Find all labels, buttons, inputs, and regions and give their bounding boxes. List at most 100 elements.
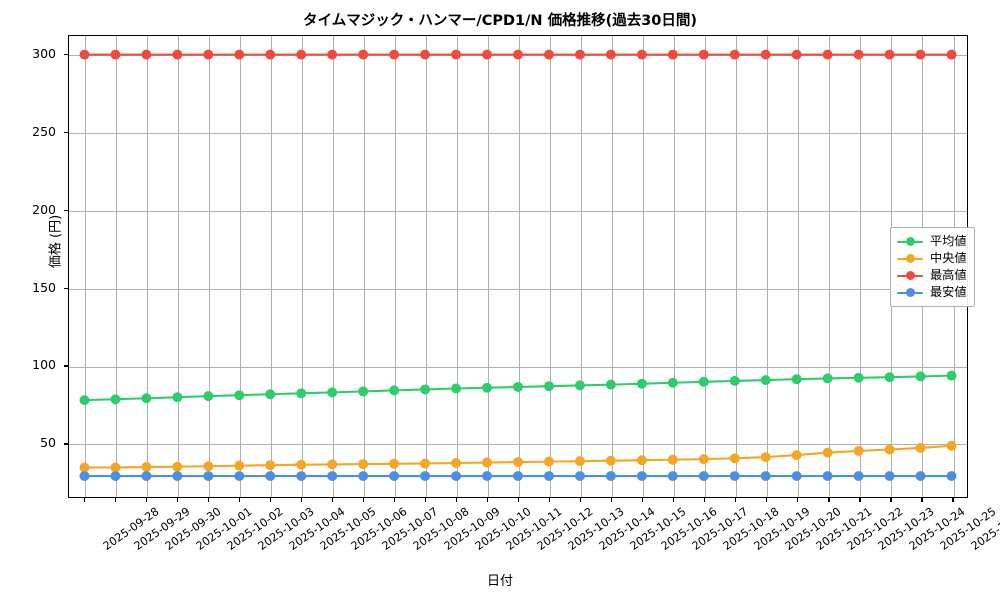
x-gridline: [860, 36, 862, 497]
data-point-marker: [791, 450, 802, 461]
x-gridline: [488, 36, 489, 497]
x-tick-mark: [238, 498, 240, 502]
data-point-marker: [574, 49, 585, 60]
y-tick-mark: [64, 287, 68, 289]
data-point-marker: [884, 372, 895, 383]
data-point-marker: [760, 49, 771, 60]
legend-marker-icon: [897, 236, 923, 248]
y-tick-mark: [64, 209, 68, 211]
data-point-marker: [482, 382, 493, 393]
x-tick-mark: [642, 498, 644, 502]
data-point-marker: [420, 471, 431, 482]
y-tick-mark: [64, 53, 68, 55]
data-point-marker: [729, 453, 740, 464]
data-point-marker: [698, 454, 709, 465]
data-point-marker: [265, 471, 276, 482]
x-tick-mark: [269, 498, 271, 502]
x-tick-mark: [549, 498, 551, 502]
x-gridline: [767, 36, 769, 497]
data-point-marker: [110, 49, 121, 60]
x-gridline: [643, 36, 645, 497]
x-tick-mark: [952, 498, 954, 502]
y-tick-mark: [64, 443, 68, 445]
data-point-marker: [698, 49, 709, 60]
x-tick-mark: [331, 498, 333, 502]
x-tick-mark: [207, 498, 209, 502]
data-point-marker: [698, 471, 709, 482]
data-point-marker: [79, 49, 90, 60]
legend-item[interactable]: 平均値: [897, 233, 967, 250]
x-tick-mark: [735, 498, 737, 502]
legend-marker-icon: [897, 270, 923, 282]
data-point-marker: [760, 375, 771, 386]
x-gridline: [301, 36, 303, 497]
data-point-marker: [141, 49, 152, 60]
y-tick-label: 100: [32, 357, 56, 373]
data-point-marker: [853, 445, 864, 456]
data-point-marker: [853, 49, 864, 60]
data-point-marker: [172, 392, 183, 403]
y-tick-label: 50: [40, 435, 56, 451]
data-point-marker: [791, 471, 802, 482]
data-point-marker: [451, 383, 462, 394]
data-point-marker: [451, 471, 462, 482]
data-point-marker: [605, 455, 616, 466]
data-point-marker: [946, 370, 957, 381]
y-tick-label: 200: [32, 201, 56, 217]
data-point-marker: [946, 49, 957, 60]
x-tick-mark: [486, 498, 489, 502]
legend-marker-icon: [897, 287, 923, 299]
data-point-marker: [172, 49, 183, 60]
data-point-marker: [915, 49, 926, 60]
data-point-marker: [265, 49, 276, 60]
y-gridline: [69, 132, 967, 134]
data-point-marker: [822, 447, 833, 458]
data-point-marker: [513, 471, 523, 482]
data-point-marker: [760, 471, 771, 482]
data-point-marker: [389, 49, 400, 60]
x-tick-mark: [518, 498, 520, 502]
data-point-marker: [358, 471, 369, 482]
data-point-marker: [172, 461, 183, 472]
y-gridline: [69, 444, 967, 446]
x-tick-mark: [704, 498, 706, 502]
data-point-marker: [853, 372, 864, 383]
data-point-marker: [203, 49, 214, 60]
data-point-marker: [265, 460, 276, 471]
data-point-marker: [234, 460, 245, 471]
data-point-marker: [543, 456, 554, 467]
data-point-marker: [574, 471, 585, 482]
data-point-marker: [451, 49, 462, 60]
data-point-marker: [667, 377, 678, 388]
data-point-marker: [296, 49, 307, 60]
x-tick-mark: [362, 498, 364, 502]
x-tick-mark: [176, 498, 178, 502]
legend-item[interactable]: 最高値: [897, 267, 967, 284]
data-point-marker: [451, 458, 462, 468]
data-point-marker: [946, 440, 957, 451]
x-gridline: [456, 36, 458, 497]
data-point-marker: [296, 459, 307, 470]
data-point-marker: [420, 384, 431, 395]
data-point-marker: [729, 471, 740, 482]
data-point-marker: [915, 471, 926, 482]
data-point-marker: [543, 471, 554, 482]
legend-item[interactable]: 最安値: [897, 284, 967, 301]
data-point-marker: [79, 471, 90, 482]
data-point-marker: [327, 471, 338, 482]
series-line: [79, 49, 957, 60]
data-point-marker: [698, 376, 709, 387]
data-point-marker: [605, 379, 616, 390]
data-point-marker: [543, 49, 554, 60]
data-point-marker: [389, 471, 400, 482]
x-axis-label: 日付: [486, 574, 513, 589]
data-point-marker: [729, 375, 740, 386]
x-tick-mark: [890, 498, 892, 502]
data-point-marker: [853, 471, 864, 482]
data-point-marker: [234, 49, 245, 60]
x-gridline: [363, 36, 365, 497]
data-point-marker: [574, 456, 585, 467]
legend-item[interactable]: 中央値: [897, 250, 967, 267]
data-point-marker: [203, 471, 214, 482]
